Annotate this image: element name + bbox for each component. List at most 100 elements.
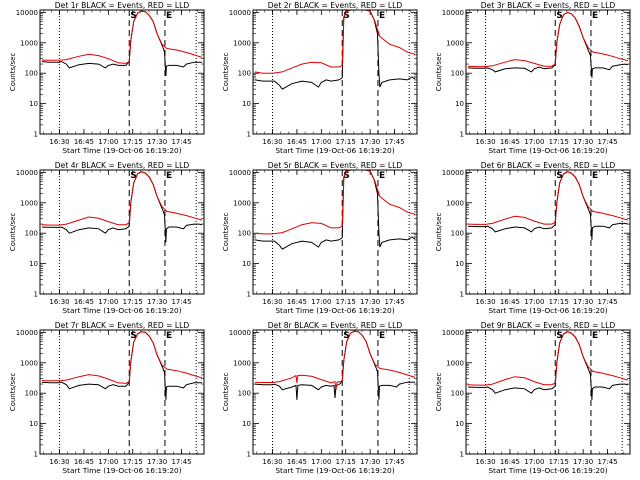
x-axis-label: Start Time (19-Oct-06 16:19:20) <box>488 306 607 315</box>
y-tick-label: 100 <box>238 230 251 238</box>
event-marker-label: E <box>379 331 385 341</box>
plot-frame <box>465 329 631 455</box>
series-line-red <box>254 10 416 74</box>
y-tick-label: 10000 <box>229 9 251 17</box>
y-tick-label: 1 <box>460 291 464 299</box>
chart-title: Det 9r BLACK = Events, RED = LLD <box>481 321 616 330</box>
y-tick-label: 1000 <box>446 359 464 367</box>
x-tick-label: 17:30 <box>147 458 167 466</box>
chart-title: Det 1r BLACK = Events, RED = LLD <box>55 1 190 10</box>
x-tick-label: 16:45 <box>287 458 307 466</box>
x-tick-label: 17:45 <box>597 298 617 306</box>
series-line-red <box>254 330 416 390</box>
x-tick-label: 17:30 <box>147 138 167 146</box>
x-tick-label: 16:30 <box>475 458 495 466</box>
y-tick-label: 10000 <box>16 329 38 337</box>
y-axis-label: Counts/sec <box>222 213 230 252</box>
plot-frame <box>252 329 418 455</box>
x-tick-label: 17:30 <box>360 458 380 466</box>
plot-frame <box>39 9 205 135</box>
x-tick-label: 16:45 <box>287 298 307 306</box>
y-axis-label: Counts/sec <box>435 373 443 412</box>
x-tick-label: 16:45 <box>500 138 520 146</box>
y-tick-label: 10000 <box>442 169 464 177</box>
y-tick-label: 100 <box>238 390 251 398</box>
chart-title: Det 8r BLACK = Events, RED = LLD <box>268 321 403 330</box>
event-marker-label: E <box>166 331 172 341</box>
y-tick-label: 1 <box>460 451 464 459</box>
x-tick-label: 17:30 <box>360 138 380 146</box>
y-tick-label: 100 <box>238 70 251 78</box>
x-axis-label: Start Time (19-Oct-06 16:19:20) <box>275 306 394 315</box>
event-marker-label: S <box>343 331 349 341</box>
chart-panel-6: Det 6r BLACK = Events, RED = LLD 1 10 100 10… <box>435 161 631 315</box>
x-tick-label: 17:00 <box>98 458 118 466</box>
chart-panel-5: Det 5r BLACK = Events, RED = LLD 1 10 100 10… <box>222 161 418 315</box>
x-tick-label: 17:00 <box>524 298 544 306</box>
y-tick-label: 100 <box>451 230 464 238</box>
chart-title: Det 4r BLACK = Events, RED = LLD <box>55 161 190 170</box>
x-tick-label: 16:30 <box>262 138 282 146</box>
event-marker-label: E <box>379 11 385 21</box>
x-tick-label: 16:45 <box>500 298 520 306</box>
x-axis-label: Start Time (19-Oct-06 16:19:20) <box>275 146 394 155</box>
x-tick-label: 17:00 <box>311 138 331 146</box>
plot-frame <box>252 169 418 295</box>
event-marker-label: S <box>130 171 136 181</box>
x-axis-label: Start Time (19-Oct-06 16:19:20) <box>275 466 394 475</box>
event-marker-label: S <box>130 11 136 21</box>
x-tick-label: 16:30 <box>475 298 495 306</box>
y-tick-label: 10 <box>29 260 38 268</box>
chart-title: Det 7r BLACK = Events, RED = LLD <box>55 321 190 330</box>
y-tick-label: 1000 <box>20 199 38 207</box>
chart-panel-9: Det 9r BLACK = Events, RED = LLD 1 10 100 10… <box>435 321 631 475</box>
y-tick-label: 100 <box>25 230 38 238</box>
event-marker-label: E <box>592 331 598 341</box>
x-tick-label: 16:45 <box>74 138 94 146</box>
x-tick-label: 17:45 <box>171 138 191 146</box>
event-marker-label: S <box>556 11 562 21</box>
event-marker-label: E <box>592 171 598 181</box>
plot-frame <box>252 9 418 135</box>
series-line-black <box>254 170 416 250</box>
chart-title: Det 5r BLACK = Events, RED = LLD <box>268 161 403 170</box>
x-axis-label: Start Time (19-Oct-06 16:19:20) <box>62 306 181 315</box>
x-tick-label: 16:45 <box>500 458 520 466</box>
x-tick-label: 16:30 <box>475 138 495 146</box>
chart-title: Det 6r BLACK = Events, RED = LLD <box>481 161 616 170</box>
series-line-black <box>41 10 202 77</box>
series-line-red <box>41 10 203 64</box>
x-tick-label: 17:15 <box>336 138 356 146</box>
x-tick-label: 16:30 <box>49 298 69 306</box>
series-line-black <box>254 10 416 90</box>
y-tick-label: 1 <box>247 291 251 299</box>
x-tick-label: 17:45 <box>597 458 617 466</box>
x-axis-label: Start Time (19-Oct-06 16:19:20) <box>488 466 607 475</box>
event-marker-label: S <box>343 171 349 181</box>
x-tick-label: 17:30 <box>360 298 380 306</box>
y-tick-label: 10 <box>242 420 251 428</box>
x-tick-label: 17:00 <box>524 458 544 466</box>
x-tick-label: 17:15 <box>123 138 143 146</box>
y-tick-label: 10 <box>455 420 464 428</box>
y-tick-label: 10 <box>29 420 38 428</box>
series-line-black <box>467 331 629 400</box>
y-tick-label: 1 <box>247 451 251 459</box>
x-tick-label: 17:45 <box>171 298 191 306</box>
x-tick-label: 16:30 <box>262 298 282 306</box>
y-axis-label: Counts/sec <box>222 373 230 412</box>
y-axis-label: Counts/sec <box>9 53 17 92</box>
x-tick-label: 17:00 <box>98 138 118 146</box>
y-tick-label: 1 <box>460 131 464 139</box>
y-tick-label: 1 <box>34 291 38 299</box>
x-axis-label: Start Time (19-Oct-06 16:19:20) <box>62 466 181 475</box>
x-tick-label: 16:30 <box>49 458 69 466</box>
plot-frame <box>465 9 631 135</box>
x-tick-label: 17:00 <box>98 298 118 306</box>
y-tick-label: 10000 <box>442 329 464 337</box>
plot-frame <box>39 329 205 455</box>
series-line-black <box>467 171 629 240</box>
x-tick-label: 17:45 <box>384 138 404 146</box>
x-tick-label: 17:15 <box>336 458 356 466</box>
x-tick-label: 17:30 <box>573 298 593 306</box>
